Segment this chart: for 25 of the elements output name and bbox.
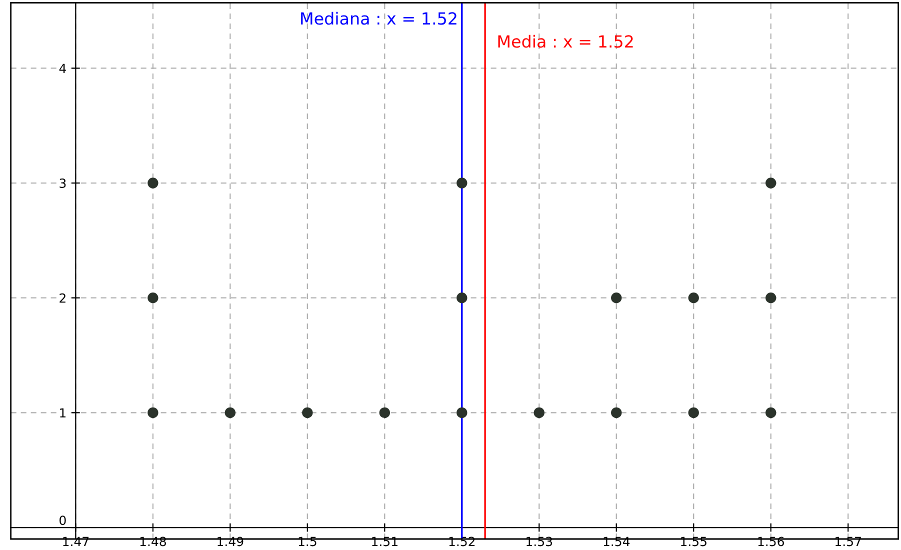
point xyxy=(456,292,468,304)
x-tick-label: 1.55 xyxy=(681,536,706,546)
point xyxy=(611,407,622,418)
point xyxy=(148,178,158,188)
point xyxy=(766,292,776,304)
point xyxy=(766,407,776,418)
point xyxy=(148,292,158,304)
point xyxy=(688,407,699,418)
y-tick-label: 4 xyxy=(59,64,66,73)
point xyxy=(688,292,699,304)
point xyxy=(534,407,544,418)
y-tick-label: 2 xyxy=(60,293,66,303)
point xyxy=(224,407,236,418)
point xyxy=(379,407,390,418)
ref-line-label: Media : x = 1.52 xyxy=(498,34,633,48)
ref-line-label: Mediana : x = 1.52 xyxy=(301,12,456,25)
point xyxy=(611,292,622,304)
point xyxy=(766,178,776,188)
point xyxy=(148,407,158,418)
point xyxy=(456,178,468,188)
point xyxy=(456,407,468,418)
y-tick-label: 1 xyxy=(60,408,66,418)
point xyxy=(302,407,313,418)
y-tick-label: 3 xyxy=(60,178,66,188)
y-tick-label: 0 xyxy=(60,516,66,526)
